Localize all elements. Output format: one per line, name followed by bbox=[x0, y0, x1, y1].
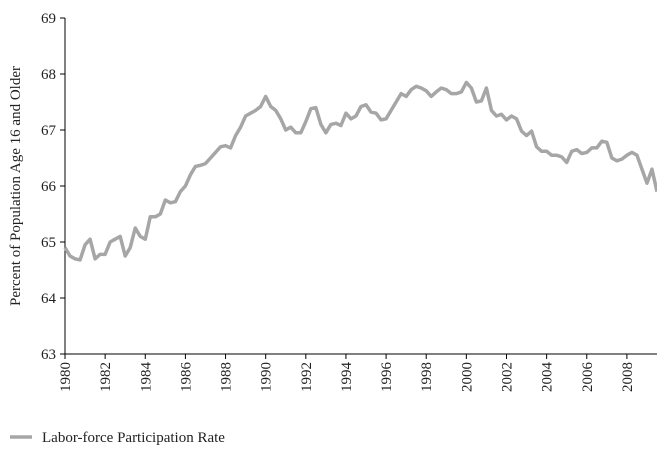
x-tick-label: 1994 bbox=[339, 362, 355, 393]
x-tick-label: 1982 bbox=[98, 362, 114, 392]
x-tick-label: 1986 bbox=[178, 362, 194, 393]
x-tick-label: 2006 bbox=[580, 362, 596, 393]
data-line bbox=[63, 80, 657, 262]
x-tick-label: 1988 bbox=[219, 362, 235, 392]
x-tick-label: 1998 bbox=[419, 362, 435, 392]
x-tick-label: 2000 bbox=[459, 362, 475, 392]
y-tick-label: 65 bbox=[41, 235, 56, 251]
x-tick-label: 1984 bbox=[138, 362, 154, 393]
x-tick-label: 1996 bbox=[379, 362, 395, 393]
x-tick-label: 1980 bbox=[58, 362, 74, 392]
y-tick-label: 68 bbox=[41, 67, 56, 83]
y-tick-label: 67 bbox=[41, 123, 57, 139]
y-tick-label: 69 bbox=[41, 11, 56, 27]
x-tick-label: 1992 bbox=[299, 362, 315, 392]
y-tick-label: 63 bbox=[41, 347, 56, 363]
y-tick-label: 64 bbox=[41, 291, 57, 307]
x-tick-label: 2002 bbox=[499, 362, 515, 392]
y-axis-label: Percent of Population Age 16 and Older bbox=[8, 66, 24, 306]
x-tick-label: 2004 bbox=[540, 362, 556, 393]
x-tick-label: 1990 bbox=[259, 362, 275, 392]
legend-label: Labor-force Participation Rate bbox=[42, 430, 225, 446]
y-tick-label: 66 bbox=[41, 179, 57, 195]
x-tick-label: 2008 bbox=[620, 362, 636, 392]
